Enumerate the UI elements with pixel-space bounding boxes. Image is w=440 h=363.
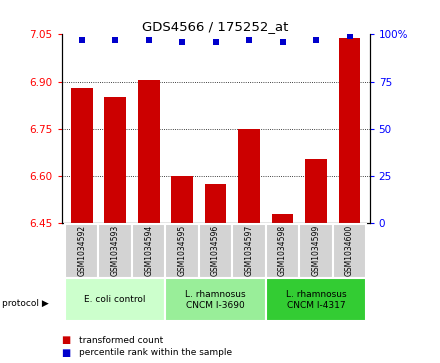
Bar	[299, 224, 333, 278]
Bar	[65, 224, 99, 278]
Bar	[199, 224, 232, 278]
Text: ■: ■	[62, 335, 71, 346]
Text: GSM1034599: GSM1034599	[312, 225, 320, 277]
Text: transformed count: transformed count	[79, 336, 163, 345]
Point	[145, 37, 152, 43]
Bar	[305, 159, 327, 223]
Point	[78, 37, 85, 43]
Text: GSM1034593: GSM1034593	[111, 225, 120, 277]
Point	[312, 37, 319, 43]
Bar	[104, 97, 126, 223]
Bar	[132, 224, 165, 278]
Bar	[65, 278, 165, 321]
Bar	[171, 176, 193, 223]
Text: percentile rank within the sample: percentile rank within the sample	[79, 348, 232, 357]
Bar	[71, 88, 92, 223]
Point	[212, 39, 219, 45]
Text: GSM1034595: GSM1034595	[178, 225, 187, 277]
Point	[346, 33, 353, 39]
Title: GDS4566 / 175252_at: GDS4566 / 175252_at	[143, 20, 289, 33]
Bar	[232, 224, 266, 278]
Bar	[339, 38, 360, 223]
Text: L. rhamnosus
CNCM I-3690: L. rhamnosus CNCM I-3690	[185, 290, 246, 310]
Text: GSM1034597: GSM1034597	[245, 225, 253, 277]
Text: GSM1034596: GSM1034596	[211, 225, 220, 277]
Point	[112, 37, 119, 43]
Text: GSM1034592: GSM1034592	[77, 225, 86, 276]
Text: ■: ■	[62, 348, 71, 358]
Text: GSM1034594: GSM1034594	[144, 225, 153, 277]
Text: L. rhamnosus
CNCM I-4317: L. rhamnosus CNCM I-4317	[286, 290, 346, 310]
Text: GSM1034598: GSM1034598	[278, 225, 287, 276]
Text: protocol ▶: protocol ▶	[2, 299, 49, 308]
Bar	[99, 224, 132, 278]
Bar	[271, 214, 293, 223]
Bar	[205, 184, 227, 223]
Point	[179, 39, 186, 45]
Bar	[138, 80, 160, 223]
Bar	[266, 278, 366, 321]
Text: E. coli control: E. coli control	[84, 295, 146, 304]
Bar	[165, 278, 266, 321]
Bar	[165, 224, 199, 278]
Point	[246, 37, 253, 43]
Bar	[266, 224, 299, 278]
Point	[279, 39, 286, 45]
Text: GSM1034600: GSM1034600	[345, 225, 354, 277]
Bar	[333, 224, 366, 278]
Bar	[238, 129, 260, 223]
